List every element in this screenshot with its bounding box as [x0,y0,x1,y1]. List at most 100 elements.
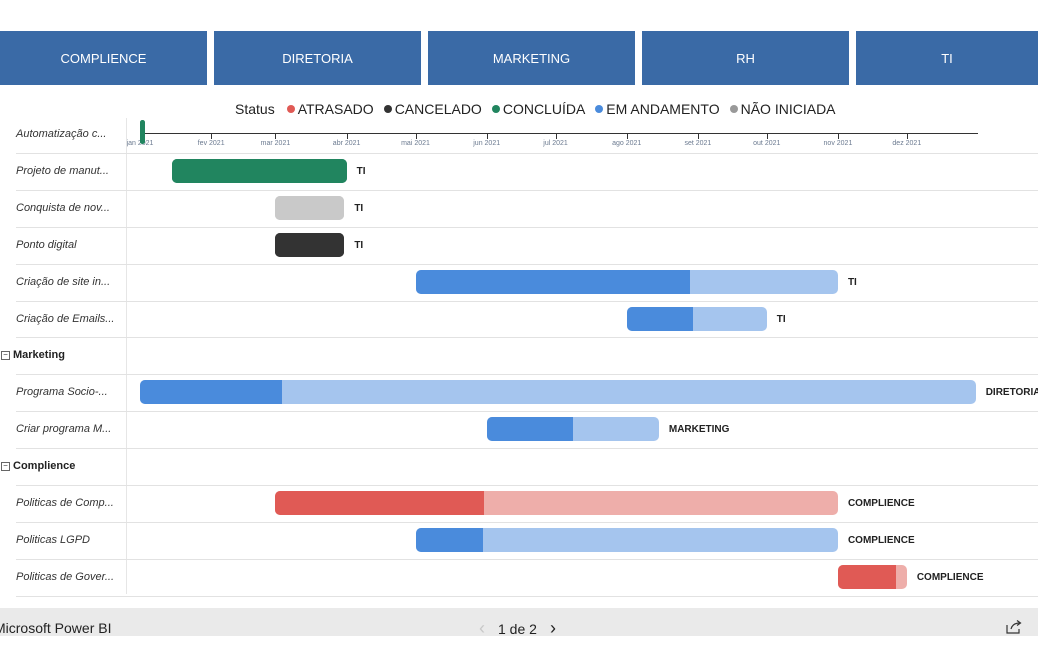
tab-label: COMPLIENCE [60,50,147,66]
axis-tick-label: jun 2021 [473,140,501,147]
task-label: Conquista de nov... [0,190,126,226]
axis-tick [697,134,699,139]
row-label-text: Politicas LGPD [16,533,90,546]
row-label-text: Criação de Emails... [16,312,115,325]
axis-tick-label: dez 2021 [892,140,922,147]
legend-label: NÃO INICIADA [740,101,836,117]
axis-tick-label: mai 2021 [401,140,430,147]
group-header-complience[interactable]: − Complience [0,448,126,484]
gantt-bar-progress [140,120,145,144]
axis-tick [211,134,213,139]
legend-item-concluida[interactable]: CONCLUÍDA [491,101,586,117]
legend-item-atrasado[interactable]: ATRASADO [286,101,374,117]
row-divider [16,337,1038,339]
gantt-bar-progress [415,527,484,552]
tab-marketing[interactable]: MARKETING [428,31,635,85]
page-bottom-margin [0,636,1038,664]
page-navigator: ‹ 1 de 2 › [472,618,563,639]
tab-rh[interactable]: RH [642,31,849,85]
status-legend: Status ATRASADO CANCELADO CONCLUÍDA EM A… [235,100,846,118]
gantt-bar[interactable] [275,195,345,220]
gantt-bar[interactable] [415,527,838,552]
tab-label: MARKETING [492,50,571,66]
axis-tick [346,134,348,139]
gantt-bar-progress [486,417,573,442]
gantt-bar[interactable] [415,269,838,294]
bar-owner-label: MARKETING [668,424,730,436]
gantt-bar-progress [837,564,897,589]
row-label-text: Automatização c... [16,128,107,140]
row-divider [16,189,1038,191]
axis-tick-label: set 2021 [684,140,712,147]
legend-dot [491,105,500,113]
row-label-text: Politicas de Gover... [16,570,115,583]
legend-item-em-andamento[interactable]: EM ANDAMENTO [595,101,720,117]
task-label: Politicas de Gover... [0,559,126,595]
gantt-bar-progress [275,491,484,515]
powerbi-brand[interactable]: Microsoft Power BI [0,620,112,636]
task-label: Politicas de Comp... [0,485,126,521]
axis-tick-label: nov 2021 [823,140,853,147]
row-label-text: Marketing [13,349,65,362]
share-icon[interactable] [1005,619,1023,635]
collapse-icon[interactable]: − [1,350,10,360]
row-divider [16,521,1038,523]
tab-diretoria[interactable]: DIRETORIA [214,31,421,85]
legend-label: CONCLUÍDA [502,101,586,117]
next-page-icon[interactable]: › [549,618,556,638]
gantt-bar[interactable] [626,306,767,331]
task-label: Automatização c... [0,116,126,152]
axis-tick [486,134,488,139]
tab-complience[interactable]: COMPLIENCE [0,31,207,85]
gantt-bar-progress [415,269,691,294]
axis-tick-label: abr 2021 [332,140,361,147]
axis-tick-label: mar 2021 [260,140,291,147]
legend-item-cancelado[interactable]: CANCELADO [383,101,482,117]
gantt-bar[interactable] [140,380,976,405]
task-label: Criação de Emails... [0,301,126,337]
tab-label: TI [941,50,953,66]
row-divider [16,300,1038,302]
legend-item-nao-iniciada[interactable]: NÃO INICIADA [729,101,836,117]
gantt-bar[interactable] [275,491,838,515]
row-label-text: Complience [13,460,76,473]
bar-owner-label: COMPLIENCE [847,498,915,509]
tab-label: RH [736,50,755,66]
bar-owner-label: TI [847,276,857,288]
row-divider [16,485,1038,486]
collapse-icon[interactable]: − [1,461,10,471]
label-column-divider [126,118,127,594]
axis-tick [415,134,417,139]
gantt-bar-progress [275,195,345,220]
task-label: Programa Socio-... [0,374,126,410]
legend-label: CANCELADO [394,101,482,117]
row-label-text: Ponto digital [16,238,77,251]
tab-ti[interactable]: TI [856,31,1038,85]
gantt-bar[interactable] [486,417,659,442]
powerbi-footer: Microsoft Power BI ‹ 1 de 2 › [0,608,1038,639]
axis-tick-label: fev 2021 [197,140,225,147]
axis-tick [555,134,557,139]
gantt-bar-progress [275,232,345,257]
gantt-bar[interactable] [275,232,345,257]
row-divider [16,374,1038,376]
axis-tick [906,134,908,139]
gantt-bar[interactable] [172,158,347,183]
axis-tick-label: out 2021 [753,140,781,147]
gantt-bar[interactable] [140,120,145,144]
gantt-bar[interactable] [837,564,907,589]
axis-tick [766,134,768,139]
axis-tick-label: jul 2021 [543,140,568,147]
axis-tick [837,134,839,139]
group-header-marketing[interactable]: − Marketing [0,337,126,373]
legend-label: ATRASADO [297,101,374,117]
page-indicator: 1 de 2 [498,620,537,637]
row-divider [16,595,1038,597]
legend-dot [595,105,604,113]
task-label: Criar programa M... [0,411,126,447]
task-label: Criação de site in... [0,264,126,300]
bar-owner-label: DIRETORIA [985,387,1038,399]
previous-page-icon[interactable]: ‹ [479,618,485,638]
row-label-text: Politicas de Comp... [16,497,114,509]
row-divider [16,152,1038,154]
